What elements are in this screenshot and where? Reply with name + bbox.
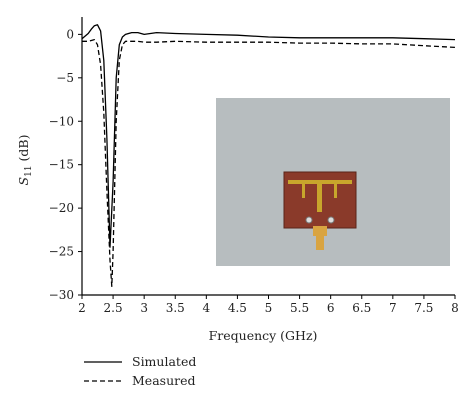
antenna-right-stub <box>334 184 337 198</box>
x-tick-label: 7 <box>389 301 397 315</box>
x-axis-ticks: 2 2.5 3 3.5 4 4.5 5 5.5 6 6.5 7 7.5 8 <box>78 295 459 315</box>
antenna-feed-trace <box>317 180 322 212</box>
x-tick-label: 2.5 <box>104 301 123 315</box>
series-measured-line <box>82 38 456 287</box>
x-tick-label: 5.5 <box>290 301 309 315</box>
y-axis-label: S11 (dB) <box>16 135 34 186</box>
y-axis-label-unit: (dB) <box>16 135 31 166</box>
x-tick-label: 2 <box>78 301 86 315</box>
antenna-left-stub <box>302 184 305 198</box>
y-axis-label-main: S <box>16 177 31 186</box>
x-tick-label: 4.5 <box>228 301 247 315</box>
x-tick-label: 3 <box>140 301 148 315</box>
y-tick-label: −25 <box>49 245 74 259</box>
x-axis-label: Frequency (GHz) <box>209 328 318 343</box>
x-tick-label: 7.5 <box>414 301 433 315</box>
legend-simulated-label: Simulated <box>132 354 196 369</box>
legend: Simulated Measured <box>84 354 196 388</box>
sma-connector-nut <box>313 226 327 236</box>
y-axis-ticks: 0 −5 −10 −15 −20 −25 −30 <box>49 27 82 302</box>
legend-measured-label: Measured <box>132 373 196 388</box>
y-tick-label: −30 <box>49 288 74 302</box>
y-tick-label: −5 <box>56 71 74 85</box>
y-tick-label: 0 <box>66 27 74 41</box>
series-layer <box>81 24 456 287</box>
inset-antenna-photo <box>216 98 450 266</box>
y-axis-label-sub: 11 <box>24 165 34 176</box>
x-tick-label: 8 <box>451 301 459 315</box>
y-tick-label: −10 <box>49 114 74 128</box>
x-tick-label: 6.5 <box>352 301 371 315</box>
y-tick-label: −15 <box>49 158 74 172</box>
series-simulated-line <box>81 24 456 248</box>
y-tick-label: −20 <box>49 201 74 215</box>
x-tick-label: 3.5 <box>166 301 185 315</box>
x-tick-label: 5 <box>265 301 273 315</box>
screw-left <box>305 216 313 224</box>
x-tick-label: 4 <box>203 301 211 315</box>
screw-right <box>327 216 335 224</box>
sma-connector-body <box>316 236 324 250</box>
x-tick-label: 6 <box>327 301 335 315</box>
